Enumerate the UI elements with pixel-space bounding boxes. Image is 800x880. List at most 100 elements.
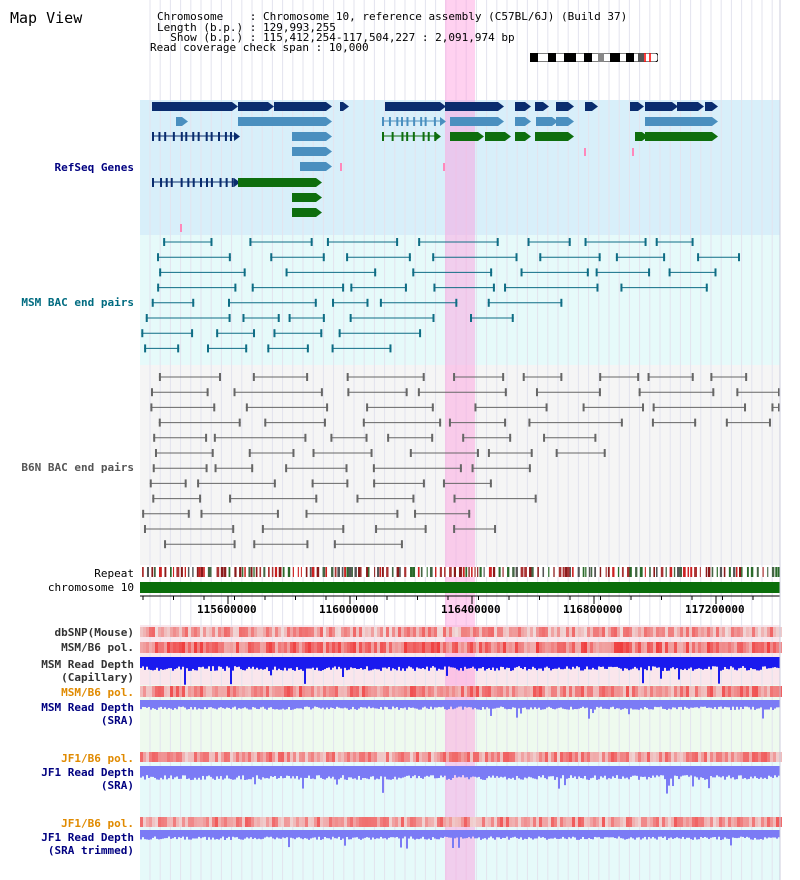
jf1-sra-depth-bar	[570, 766, 572, 776]
jf1-sra-depth-bar	[598, 766, 600, 780]
dbsnp-cell	[746, 627, 749, 637]
msm-capillary-depth-bar	[664, 657, 666, 668]
track-label-jf1-depth-trimmed[interactable]: JF1 Read Depth (SRA trimmed)	[0, 831, 134, 857]
jf1-sra-trim-depth-bar	[686, 830, 688, 838]
msm-bac-pair-end	[644, 238, 647, 246]
chromosome-bar[interactable]	[140, 582, 780, 593]
repeat-element	[679, 567, 682, 577]
msm-capillary-depth-bar	[558, 657, 560, 668]
jf1-sra-trim-depth-bar	[606, 830, 608, 838]
b6n-bac-pair	[346, 373, 425, 381]
track-label-msm-depth-capillary[interactable]: MSM Read Depth (Capillary)	[0, 658, 134, 684]
msm-sra-depth-bar	[614, 700, 616, 710]
dbsnp-cell	[425, 627, 428, 637]
jf1-sra-depth-bar	[522, 766, 524, 780]
msm-bac-pair-end	[584, 238, 587, 246]
jf1-b6-pol-trim-cell	[230, 817, 233, 827]
track-label-msm-depth-sra[interactable]: MSM Read Depth (SRA)	[0, 701, 134, 727]
track-label-jf1-depth[interactable]: JF1 Read Depth (SRA)	[0, 766, 134, 792]
jf1-b6-pol-cell	[638, 752, 641, 762]
msm-b6-pol-cell	[389, 642, 392, 653]
jf1-sra-depth-bar	[618, 766, 620, 779]
refseq-gene	[238, 117, 306, 126]
repeat-element	[711, 567, 714, 577]
msm-capillary-depth-bar	[652, 657, 654, 667]
msm-capillary-depth-bar	[688, 657, 690, 669]
b6n-bac-pair-end	[320, 388, 323, 397]
msm-capillary-depth-bar	[182, 657, 184, 667]
msm-bac-track-bg	[140, 235, 780, 365]
b6n-bac-features[interactable]	[142, 373, 780, 549]
msm-sra-depth-bar	[434, 700, 436, 708]
jf1-sra-depth-bar	[704, 766, 706, 780]
dbsnp-cell	[230, 627, 233, 637]
track-label-refseq[interactable]: RefSeq Genes	[54, 161, 134, 174]
msm-sra-depth-bar	[382, 700, 384, 710]
chromosome-ideogram[interactable]	[530, 53, 658, 62]
jf1-sra-depth-bar	[332, 766, 334, 777]
jf1-sra-depth-bar	[416, 766, 418, 779]
msm-b6-pol-sra-cell	[179, 686, 182, 697]
jf1-b6-pol-cell	[611, 752, 614, 762]
msm-b6-pol-sra-cell	[461, 686, 464, 697]
jf1-b6-pol-trim-cell	[611, 817, 614, 827]
highlight-region[interactable]	[445, 0, 475, 880]
jf1-sra-trim-depth-bar	[706, 830, 708, 838]
track-label-msm-bac[interactable]: MSM BAC end pairs	[21, 296, 134, 309]
msm-capillary-depth-bar	[254, 657, 256, 670]
dbsnp-cell	[293, 627, 296, 637]
refseq-gene	[556, 117, 574, 126]
jf1-sra-trim-depth-bar	[152, 830, 154, 838]
track-label-msm-b6-pol[interactable]: MSM/B6 pol.	[61, 641, 134, 654]
jf1-sra-trim-depth-bar	[590, 830, 592, 839]
jf1-sra-depth-bar	[196, 766, 198, 780]
msm-bac-features[interactable]	[141, 238, 741, 353]
jf1-b6-pol-trim-cell	[221, 817, 224, 827]
msm-b6-pol-cell	[254, 642, 257, 653]
msm-sra-depth-bar	[466, 700, 468, 708]
jf1-sra-trim-depth-bar	[758, 830, 760, 840]
jf1-b6-pol-trim-cell	[740, 817, 743, 827]
track-label-msm-b6-pol-sra[interactable]: MSM/B6 pol.	[61, 686, 134, 699]
msm-sra-depth-bar	[370, 700, 372, 709]
track-label-b6n-bac[interactable]: B6N BAC end pairs	[21, 461, 134, 474]
dbsnp-cell	[524, 627, 527, 637]
b6n-bac-pair-end	[200, 509, 203, 518]
gene-exon	[274, 102, 326, 111]
msm-capillary-depth-bar	[704, 657, 706, 669]
b6n-bac-pair-end	[346, 479, 349, 488]
jf1-sra-trim-depth-bar	[432, 830, 434, 838]
jf1-sra-depth-bar	[692, 766, 694, 787]
dbsnp-cell	[710, 627, 713, 637]
msm-capillary-depth-bar	[450, 657, 452, 668]
msm-capillary-depth-bar	[436, 657, 438, 671]
jf1-b6-pol-cell	[494, 752, 497, 762]
repeat-element	[567, 567, 571, 577]
jf1-sra-depth-bar	[678, 766, 680, 780]
msm-b6-pol-cell	[710, 642, 713, 653]
msm-capillary-depth-bar	[158, 657, 160, 671]
track-label-chromosome[interactable]: chromosome 10	[47, 581, 134, 594]
msm-sra-depth-bar	[452, 700, 454, 710]
refseq-features[interactable]	[152, 102, 718, 232]
track-label-jf1-b6-pol-trimmed[interactable]: JF1/B6 pol.	[61, 817, 134, 830]
msm-b6-pol-sra-cell	[734, 686, 737, 697]
jf1-sra-depth-bar	[324, 766, 326, 780]
b6n-bac-pair	[362, 418, 442, 427]
msm-capillary-depth-bar	[628, 657, 630, 671]
b6n-bac-pair	[347, 388, 408, 397]
track-label-repeat[interactable]: Repeat	[94, 567, 134, 580]
jf1-sra-trim-depth-bar	[656, 830, 658, 840]
repeat-element	[146, 567, 150, 577]
jf1-b6-pol-trim-cell	[533, 817, 536, 827]
msm-sra-depth-bar	[552, 700, 554, 709]
track-label-jf1-b6-pol[interactable]: JF1/B6 pol.	[61, 752, 134, 765]
jf1-b6-pol-cell	[353, 752, 356, 762]
msm-capillary-depth-bar	[284, 657, 286, 668]
track-label-dbsnp[interactable]: dbSNP(Mouse)	[54, 626, 134, 639]
jf1-sra-depth-bar	[406, 766, 408, 776]
b6n-bac-pair-end	[375, 525, 378, 533]
msm-b6-pol-sra-cell	[485, 686, 488, 697]
msm-bac-pair-end	[288, 314, 291, 322]
